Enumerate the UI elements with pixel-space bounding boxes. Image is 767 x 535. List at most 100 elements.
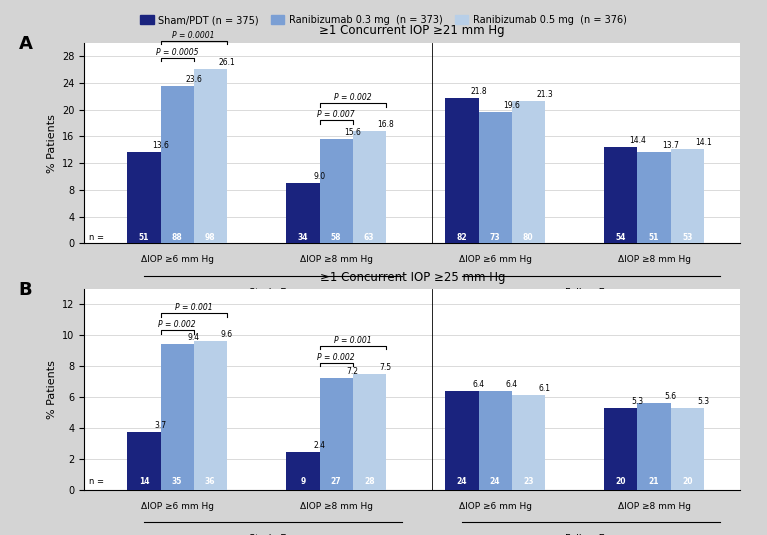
Bar (604, 408, 637, 490)
Bar (320, 378, 353, 490)
Text: 34: 34 (298, 233, 308, 242)
Text: P = 0.0005: P = 0.0005 (156, 48, 199, 57)
Text: 14: 14 (139, 477, 150, 486)
Bar (604, 147, 637, 243)
Title: ≥1 Concurrent IOP ≥21 mm Hg: ≥1 Concurrent IOP ≥21 mm Hg (319, 25, 505, 37)
Text: 9: 9 (301, 477, 305, 486)
Text: 51: 51 (139, 233, 149, 242)
Text: 28: 28 (364, 477, 374, 486)
Bar (637, 152, 670, 243)
Text: 24: 24 (456, 477, 467, 486)
Text: ΔIOP ≥8 mm Hg: ΔIOP ≥8 mm Hg (300, 255, 373, 264)
Text: 19.6: 19.6 (503, 101, 520, 110)
Text: 9.0: 9.0 (314, 172, 325, 181)
Text: P = 0.001: P = 0.001 (334, 335, 371, 345)
Text: 20: 20 (616, 477, 626, 486)
Text: 9.4: 9.4 (188, 333, 199, 342)
Text: 5.3: 5.3 (698, 397, 709, 406)
Bar (160, 345, 193, 490)
Text: n =: n = (89, 477, 104, 486)
Text: 14.1: 14.1 (696, 138, 712, 147)
Bar (512, 395, 545, 490)
Text: ΔIOP ≥8 mm Hg: ΔIOP ≥8 mm Hg (617, 255, 690, 264)
Bar (637, 403, 670, 490)
Text: 23: 23 (523, 477, 533, 486)
Text: 7.5: 7.5 (380, 363, 392, 372)
Text: 21: 21 (649, 477, 660, 486)
Text: 63: 63 (364, 233, 374, 242)
Text: P = 0.007: P = 0.007 (318, 110, 355, 119)
Bar (320, 139, 353, 243)
Bar (670, 408, 704, 490)
Text: ΔIOP ≥8 mm Hg: ΔIOP ≥8 mm Hg (617, 502, 690, 510)
Text: B: B (18, 281, 32, 299)
Text: 21.3: 21.3 (536, 90, 553, 99)
Text: P = 0.001: P = 0.001 (175, 303, 212, 312)
Text: 26.1: 26.1 (219, 58, 235, 67)
Text: 58: 58 (331, 233, 341, 242)
Text: Fellow Eye: Fellow Eye (565, 287, 617, 297)
Y-axis label: % Patients: % Patients (47, 360, 57, 419)
Text: 13.7: 13.7 (662, 141, 679, 150)
Text: 6.1: 6.1 (538, 384, 551, 393)
Text: 53: 53 (682, 233, 693, 242)
Text: Study Eye: Study Eye (249, 534, 298, 535)
Text: A: A (18, 35, 33, 53)
Bar (193, 69, 227, 243)
Text: ΔIOP ≥6 mm Hg: ΔIOP ≥6 mm Hg (140, 502, 213, 510)
Text: 3.7: 3.7 (154, 422, 166, 431)
Text: Study Eye: Study Eye (249, 287, 298, 297)
Text: ΔIOP ≥6 mm Hg: ΔIOP ≥6 mm Hg (459, 502, 532, 510)
Bar (286, 183, 320, 243)
Bar (512, 101, 545, 243)
Bar (127, 152, 160, 243)
Text: 36: 36 (205, 477, 216, 486)
Text: 23.6: 23.6 (185, 74, 202, 83)
Text: 6.4: 6.4 (505, 380, 518, 389)
Text: 98: 98 (205, 233, 216, 242)
Text: Fellow Eye: Fellow Eye (565, 534, 617, 535)
Text: ΔIOP ≥8 mm Hg: ΔIOP ≥8 mm Hg (300, 502, 373, 510)
Text: 82: 82 (456, 233, 467, 242)
Legend: Sham/PDT (n = 375), Ranibizumab 0.3 mg  (n = 373), Ranibizumab 0.5 mg  (n = 376): Sham/PDT (n = 375), Ranibizumab 0.3 mg (… (136, 11, 631, 29)
Text: ΔIOP ≥6 mm Hg: ΔIOP ≥6 mm Hg (459, 255, 532, 264)
Text: 88: 88 (172, 233, 183, 242)
Text: P = 0.002: P = 0.002 (334, 93, 371, 102)
Text: 54: 54 (616, 233, 626, 242)
Text: 15.6: 15.6 (344, 128, 361, 137)
Bar (286, 453, 320, 490)
Text: 21.8: 21.8 (470, 87, 487, 96)
Bar (353, 374, 386, 490)
Bar (670, 149, 704, 243)
Text: 35: 35 (172, 477, 183, 486)
Text: ΔIOP ≥6 mm Hg: ΔIOP ≥6 mm Hg (140, 255, 213, 264)
Bar (193, 341, 227, 490)
Text: 5.6: 5.6 (664, 392, 676, 401)
Text: 20: 20 (682, 477, 693, 486)
Text: P = 0.002: P = 0.002 (318, 353, 355, 362)
Text: n =: n = (89, 233, 104, 242)
Text: 24: 24 (490, 477, 500, 486)
Y-axis label: % Patients: % Patients (47, 113, 57, 173)
Text: 2.4: 2.4 (314, 441, 325, 450)
Bar (446, 97, 479, 243)
Text: 7.2: 7.2 (347, 368, 359, 377)
Text: 80: 80 (523, 233, 534, 242)
Text: 73: 73 (490, 233, 500, 242)
Bar (446, 391, 479, 490)
Bar (160, 86, 193, 243)
Bar (479, 391, 512, 490)
Bar (479, 112, 512, 243)
Text: P = 0.0001: P = 0.0001 (173, 30, 215, 40)
Text: 13.6: 13.6 (152, 141, 169, 150)
Title: ≥1 Concurrent IOP ≥25 mm Hg: ≥1 Concurrent IOP ≥25 mm Hg (320, 271, 505, 284)
Text: P = 0.002: P = 0.002 (158, 320, 196, 329)
Text: 5.3: 5.3 (631, 397, 644, 406)
Bar (353, 131, 386, 243)
Text: 27: 27 (331, 477, 341, 486)
Text: 9.6: 9.6 (221, 331, 233, 339)
Bar (127, 432, 160, 490)
Text: 51: 51 (649, 233, 659, 242)
Text: 16.8: 16.8 (377, 120, 394, 129)
Text: 6.4: 6.4 (472, 380, 485, 389)
